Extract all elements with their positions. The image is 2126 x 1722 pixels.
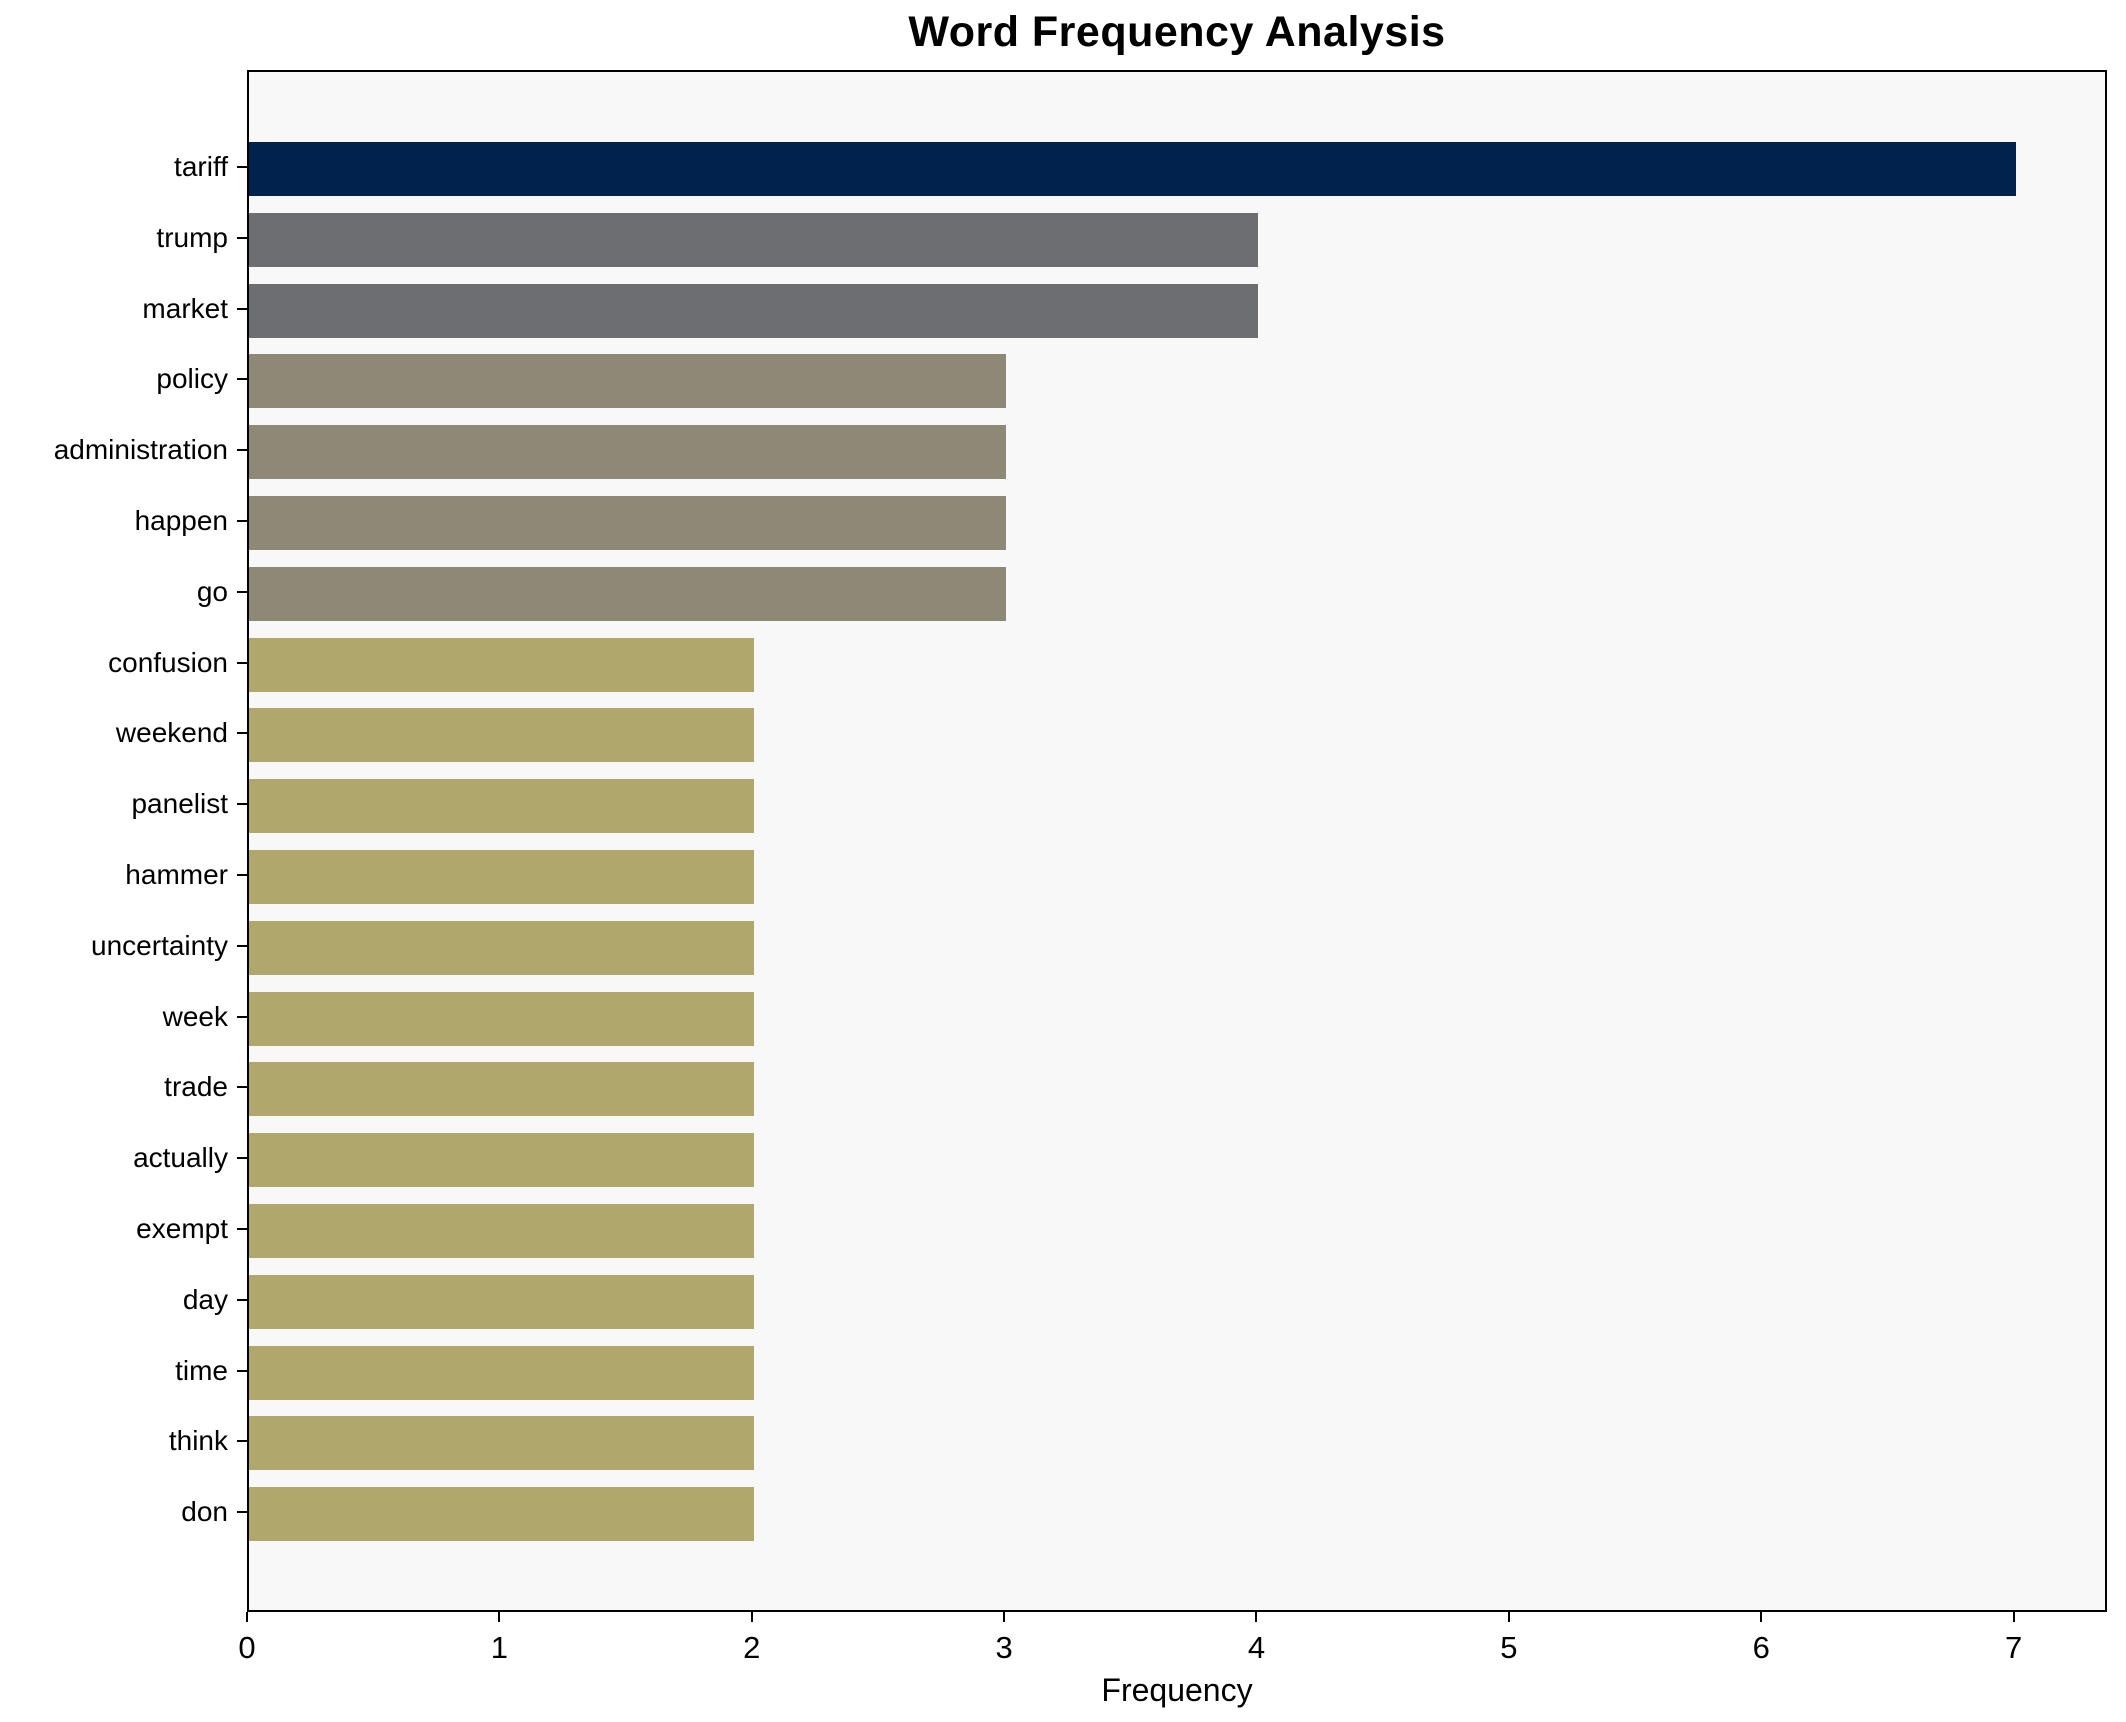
y-tick-mark [237,661,247,664]
x-tick-label-1: 1 [490,1630,508,1665]
x-axis-label: Frequency [1101,1672,1253,1708]
y-tick-mark [237,1369,247,1372]
y-tick-mark [237,1298,247,1301]
y-tick-mark [237,520,247,522]
y-tick-label-administration: administration [53,434,228,466]
y-tick-label-actually: actually [133,1142,228,1174]
y-tick-label-trump: trump [156,221,228,253]
x-tick-label-5: 5 [1500,1630,1518,1665]
y-tick-mark [237,449,247,452]
x-tick-mark [1760,1612,1763,1622]
y-tick-label-go: go [196,575,228,607]
x-tick-label-4: 4 [1247,1630,1266,1665]
y-tick-label-weekend: weekend [115,717,228,749]
x-tick-mark [246,1612,248,1622]
x-tick-mark [498,1612,501,1622]
y-tick-mark [237,1015,247,1018]
y-tick-label-uncertainty: uncertainty [91,929,228,961]
plot-area [247,70,2107,1612]
y-tick-label-market: market [142,292,228,324]
x-tick-mark [750,1612,753,1622]
y-tick-mark [237,1440,247,1443]
y-tick-mark [237,236,247,239]
y-tick-label-time: time [175,1354,228,1386]
bar-tariff [249,142,2016,196]
y-tick-mark [237,378,247,381]
bar-confusion [249,637,754,692]
y-tick-label-think: think [168,1425,228,1457]
bar-weekend [249,708,754,763]
y-tick-label-policy: policy [156,363,228,395]
bar-actually [249,1133,754,1188]
bar-time [249,1345,754,1400]
bar-trade [249,1062,754,1117]
x-tick-label-3: 3 [995,1630,1013,1665]
bar-go [249,566,1007,621]
y-tick-mark [237,166,247,168]
bar-day [249,1274,754,1329]
y-tick-label-trade: trade [164,1071,228,1103]
y-tick-label-exempt: exempt [136,1213,228,1244]
y-tick-label-panelist: panelist [131,788,228,820]
x-tick-label-2: 2 [743,1630,761,1665]
bar-policy [249,354,1007,409]
x-tick-mark [2012,1612,2015,1622]
bar-hammer [249,850,754,904]
x-tick-mark [1003,1612,1006,1622]
x-tick-mark [1255,1612,1258,1622]
y-tick-mark [237,307,247,310]
bar-market [249,283,1259,338]
y-tick-mark [237,1086,247,1089]
y-tick-label-day: day [182,1283,228,1315]
bar-exempt [249,1204,754,1258]
y-tick-mark [237,1511,247,1514]
bar-trump [249,212,1259,267]
y-tick-mark [237,803,247,806]
y-tick-mark [237,590,247,593]
x-tick-mark [1507,1612,1510,1622]
bar-uncertainty [249,920,754,975]
bar-don [249,1487,754,1542]
bar-panelist [249,779,754,834]
y-tick-label-week: week [162,1000,228,1032]
x-tick-label-0: 0 [238,1630,256,1665]
bar-administration [249,425,1007,480]
y-tick-mark [237,1228,247,1230]
x-tick-label-7: 7 [2004,1630,2023,1665]
y-tick-mark [237,1157,247,1160]
y-tick-label-happen: happen [134,505,228,536]
bar-week [249,991,754,1046]
y-tick-label-don: don [181,1496,228,1528]
y-tick-label-confusion: confusion [108,646,228,678]
chart-title: Word Frequency Analysis [908,8,1446,56]
y-tick-label-hammer: hammer [125,859,228,890]
y-tick-mark [237,732,247,735]
y-tick-mark [237,944,247,947]
y-tick-label-tariff: tariff [174,151,228,182]
y-tick-mark [237,874,247,876]
x-tick-label-6: 6 [1752,1630,1770,1665]
bar-happen [249,496,1007,550]
bar-think [249,1416,754,1471]
